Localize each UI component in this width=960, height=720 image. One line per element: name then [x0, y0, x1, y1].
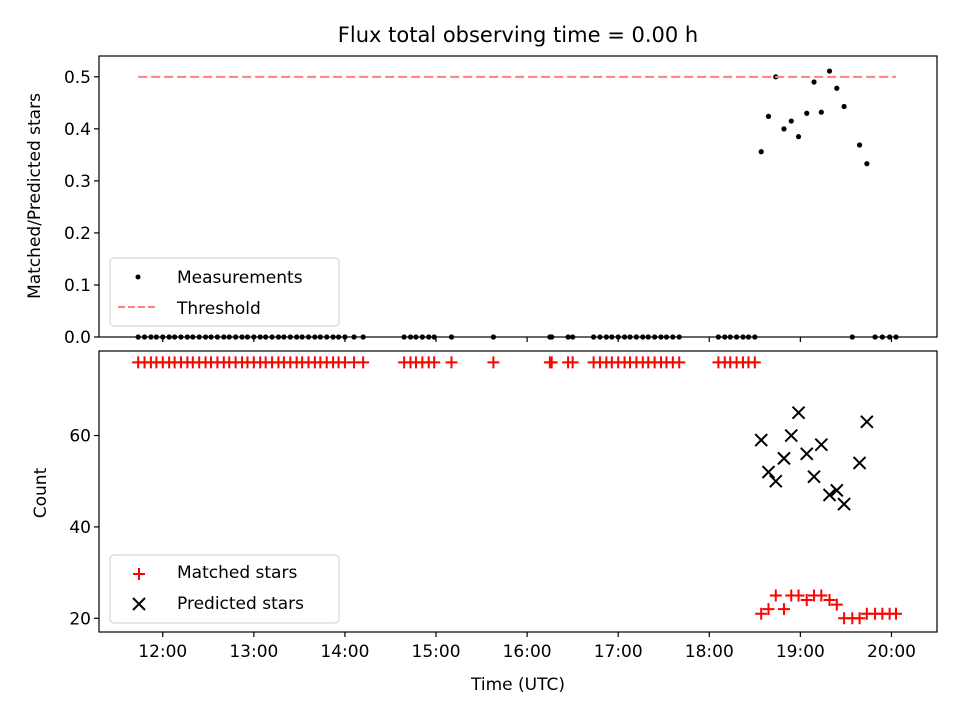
- predicted-stars-point: [814, 437, 829, 452]
- matched-stars-point: [755, 607, 768, 620]
- measurements-point: [841, 103, 847, 110]
- matched-stars-point: [545, 356, 558, 369]
- bottom-y-tick-label: 40: [69, 518, 91, 538]
- legend-threshold-label: Threshold: [176, 299, 261, 319]
- x-axis-label: Time (UTC): [470, 675, 565, 695]
- measurements-point: [758, 149, 764, 155]
- matched-stars-point: [815, 589, 828, 602]
- bottom-plot-area: 20 40 60 12:00 13:00 14:00 15:00 16:00 17:00 18:0…: [69, 356, 916, 662]
- bottom-legend: Matched stars Predicted stars: [109, 554, 340, 624]
- bottom-panel: Count 20 40 60 12:00 13:00 14:00 15:00 16:00 17:…: [31, 350, 938, 695]
- top-legend-box: [109, 257, 340, 327]
- measurements-point: [856, 142, 863, 148]
- predicted-stars-point: [784, 428, 798, 443]
- predicted-stars-point: [754, 433, 768, 447]
- predicted-stars-point: [822, 488, 837, 502]
- x-tick-label: 12:00: [138, 642, 187, 662]
- predicted-stars-point: [852, 456, 867, 470]
- matched-stars-point: [830, 598, 843, 611]
- matched-stars-point: [800, 594, 813, 607]
- measurements-point: [826, 68, 833, 74]
- matched-stars-point: [890, 607, 903, 620]
- predicted-stars-point: [777, 451, 791, 466]
- predicted-stars-point: [860, 415, 874, 429]
- top-y-tick-label: 0.5: [64, 68, 91, 88]
- x-tick-label: 19:00: [776, 642, 825, 662]
- top-axes-frame: [98, 55, 938, 338]
- predicted-stars-point: [761, 465, 776, 479]
- top-y-axis-label: Matched/Predicted stars: [25, 93, 45, 299]
- measurements-point: [804, 110, 810, 116]
- matched-stars-point: [566, 356, 579, 369]
- x-tick-label: 18:00: [685, 642, 734, 662]
- predicted-stars-point: [807, 469, 821, 484]
- matched-stars-point: [792, 589, 805, 602]
- matched-stars-point: [853, 612, 866, 625]
- top-y-tick-label: 0.1: [64, 276, 91, 296]
- x-tick-label: 13:00: [229, 642, 278, 662]
- x-tick-label: 20:00: [867, 642, 916, 662]
- top-plot-area: 0.0 0.1 0.2 0.3 0.4 0.5: [64, 68, 899, 348]
- x-tick-label: 14:00: [320, 642, 369, 662]
- chart-title: Flux total observing time = 0.00 h: [338, 23, 698, 47]
- top-legend: Measurements Threshold: [109, 257, 340, 327]
- predicted-stars-point: [800, 447, 814, 461]
- measurements-point: [811, 79, 817, 85]
- matched-stars-point: [777, 603, 790, 616]
- measurements-point: [765, 113, 772, 119]
- measurements-point: [795, 134, 802, 140]
- legend-predicted-marker: [132, 597, 146, 611]
- bottom-y-tick-label: 20: [69, 609, 91, 629]
- bottom-axes-frame: [98, 350, 938, 633]
- measurements-point: [788, 118, 794, 124]
- matched-stars-point: [823, 594, 836, 607]
- matched-stars-point: [487, 356, 500, 369]
- bottom-y-axis-label: Count: [31, 467, 51, 518]
- top-y-tick-label: 0.2: [64, 224, 91, 244]
- measurements-point: [834, 85, 840, 91]
- legend-measurements-label: Measurements: [177, 268, 303, 288]
- measurements-point: [818, 109, 824, 115]
- legend-matched-label: Matched stars: [177, 563, 297, 583]
- legend-predicted-label: Predicted stars: [177, 594, 304, 614]
- top-y-tick-label: 0.3: [64, 172, 91, 192]
- matched-stars-point: [445, 356, 458, 369]
- predicted-stars-point: [791, 405, 806, 420]
- legend-measurements-marker: [135, 274, 141, 280]
- predicted-stars-point: [830, 483, 844, 498]
- matched-stars-point: [748, 356, 761, 369]
- top-y-tick-label: 0.4: [64, 120, 91, 140]
- matched-stars-point: [673, 356, 686, 369]
- predicted-stars-point: [837, 497, 851, 511]
- predicted-stars-point: [769, 474, 783, 488]
- legend-matched-marker: [133, 568, 145, 580]
- x-tick-label: 17:00: [594, 642, 643, 662]
- matched-stars-point: [762, 603, 775, 616]
- measurements-point: [781, 126, 787, 132]
- measurements-point: [864, 161, 870, 167]
- x-tick-label: 16:00: [503, 642, 552, 662]
- matched-stars-point: [428, 356, 441, 369]
- matched-stars-point: [357, 356, 370, 369]
- bottom-legend-box: [109, 554, 340, 624]
- matched-stars-point: [769, 589, 782, 602]
- top-panel: Flux total observing time = 0.00 h Match…: [25, 23, 938, 348]
- bottom-y-tick-label: 60: [69, 427, 91, 447]
- x-tick-label: 15:00: [412, 642, 461, 662]
- top-y-tick-label: 0.0: [64, 328, 91, 348]
